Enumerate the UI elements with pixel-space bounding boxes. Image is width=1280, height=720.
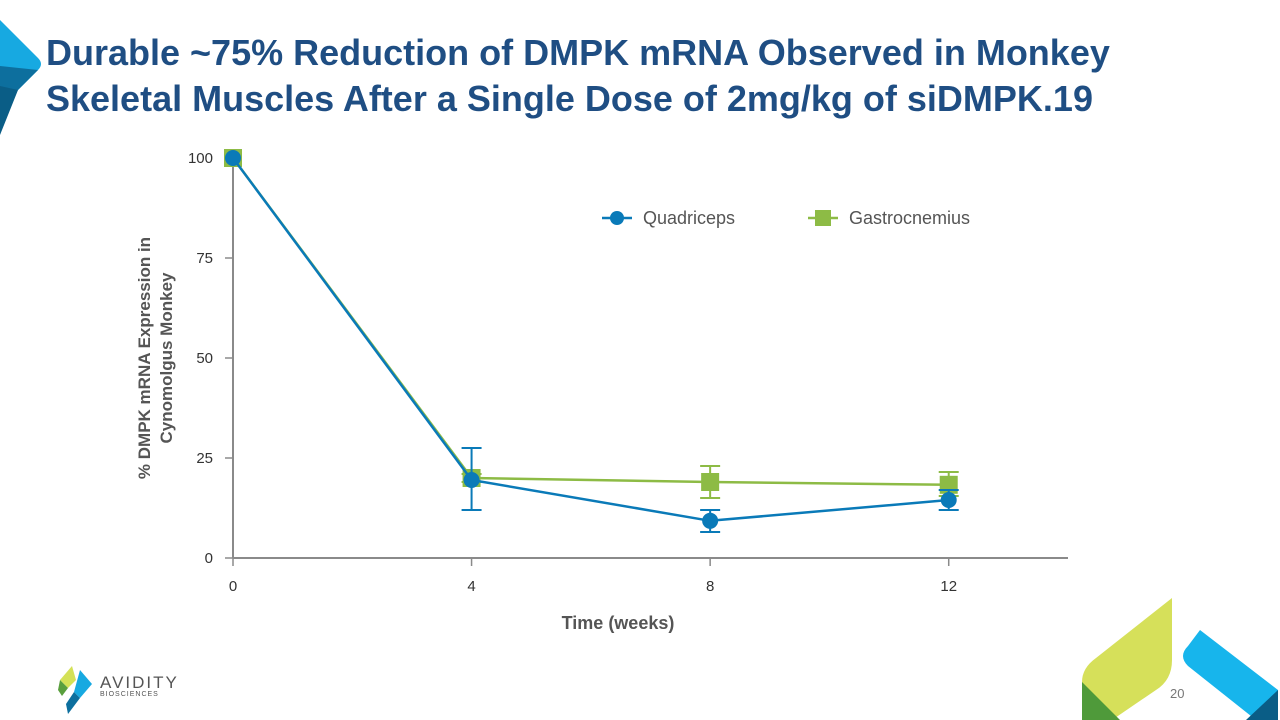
page-number: 20	[1170, 686, 1185, 701]
data-point	[225, 150, 241, 166]
data-point	[940, 492, 957, 508]
series-line	[231, 157, 949, 523]
legend-marker	[610, 211, 624, 225]
data-point	[463, 472, 480, 488]
x-axis-label: Time (weeks)	[562, 613, 675, 633]
legend-label: Quadriceps	[643, 208, 735, 228]
data-point	[701, 473, 720, 491]
y-tick-label: 75	[196, 250, 213, 267]
slide-title: Durable ~75% Reduction of DMPK mRNA Obse…	[46, 30, 1276, 122]
y-tick-label: 25	[196, 450, 213, 467]
title-line-1: Durable ~75% Reduction of DMPK mRNA Obse…	[46, 32, 1110, 73]
data-point	[702, 512, 719, 529]
y-tick-label: 100	[188, 150, 213, 167]
series-line	[231, 157, 949, 487]
series-gastrocnemius	[224, 149, 959, 499]
series-quadriceps	[225, 150, 959, 533]
x-tick-label: 12	[940, 578, 957, 595]
y-axis-label-line1: % DMPK mRNA Expression in	[135, 237, 154, 479]
brand-subtitle: BIOSCIENCES	[100, 691, 159, 698]
brand-name: AVIDITY	[100, 673, 179, 692]
y-tick-label: 50	[196, 350, 213, 367]
legend: Quadriceps Gastrocnemius	[602, 208, 970, 228]
x-tick-label: 0	[229, 578, 237, 595]
avidity-logo-icon	[58, 666, 92, 714]
x-tick-label: 8	[706, 578, 714, 595]
legend-label: Gastrocnemius	[849, 208, 970, 228]
y-tick-label: 0	[205, 550, 213, 567]
title-line-2: Skeletal Muscles After a Single Dose of …	[46, 78, 1093, 119]
y-axis-label-line2: Cynomolgus Monkey	[157, 272, 176, 444]
x-tick-label: 4	[467, 578, 475, 595]
corner-logo-icon	[0, 20, 41, 135]
legend-marker	[815, 210, 831, 226]
decorative-corner-shape-icon	[1082, 598, 1278, 720]
